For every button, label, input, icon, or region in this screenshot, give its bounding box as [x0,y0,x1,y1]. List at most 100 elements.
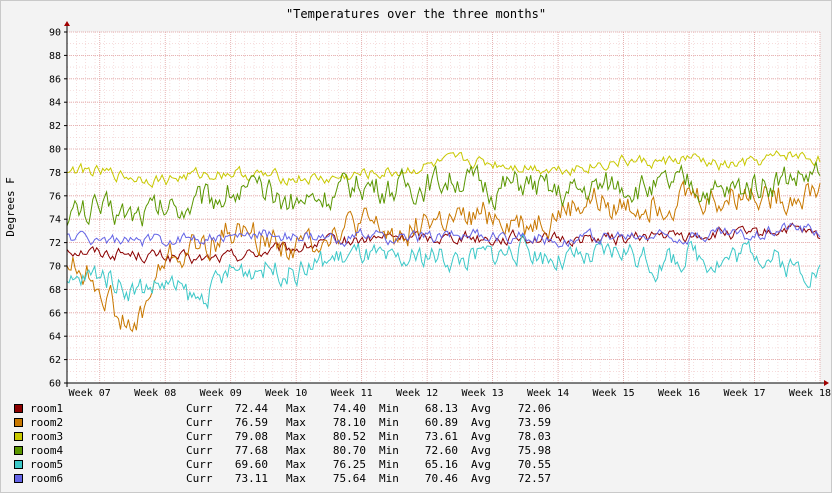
legend-min-value: 60.89 [424,416,458,429]
legend-avg-value: 72.06 [517,402,551,415]
legend-series-name: room2 [30,416,64,429]
legend-min-label: Min [379,444,399,457]
y-tick-label: 62 [49,355,61,366]
legend-avg-label: Avg [471,402,491,415]
y-tick-label: 68 [49,285,61,296]
legend: room1 Curr 72.44 Max 74.40 Min 68.13 Avg 72.06 ro… [14,402,634,486]
legend-swatch [14,404,23,413]
legend-curr-value: 72.44 [234,402,268,415]
legend-min-label: Min [379,472,399,485]
series-line-room2 [66,179,821,333]
legend-max-value: 78.10 [332,416,366,429]
legend-max-label: Max [286,430,306,443]
y-tick-label: 64 [49,332,61,343]
legend-curr-label: Curr [186,430,213,443]
legend-row-room1: room1 Curr 72.44 Max 74.40 Min 68.13 Avg 72.06 [14,402,634,416]
legend-curr-value: 77.68 [234,444,268,457]
y-tick-label: 72 [49,238,61,249]
x-tick-label: Week 11 [331,388,373,399]
legend-series-name: room4 [30,444,64,457]
y-axis-arrow [64,21,70,26]
x-tick-label: Week 08 [134,388,176,399]
y-tick-label: 84 [49,98,61,109]
legend-avg-value: 70.55 [517,458,551,471]
y-tick-label: 74 [49,215,61,226]
y-tick-label: 70 [49,262,61,273]
axes: 60 62 64 66 68 70 72 74 76 78 80 82 84 86 88 90 Week 07 W… [49,21,831,399]
y-tick-label: 76 [49,191,61,202]
y-tick-label: 80 [49,145,61,156]
y-tick-label: 60 [49,379,61,390]
legend-avg-value: 72.57 [517,472,551,485]
y-tick-label: 78 [49,168,61,179]
series-layer [66,150,821,333]
legend-min-value: 70.46 [424,472,458,485]
legend-curr-value: 79.08 [234,430,268,443]
y-axis-label: Degrees F [4,177,17,237]
temperature-chart: 60 62 64 66 68 70 72 74 76 78 80 82 84 86 88 90 Week 07 W… [4,7,831,399]
grid [66,31,821,384]
x-tick-label: Week 18 [789,388,831,399]
legend-series-name: room6 [30,472,64,485]
y-tick-label: 86 [49,74,61,85]
legend-swatch [14,460,23,469]
legend-max-label: Max [286,402,306,415]
legend-row-room2: room2 Curr 76.59 Max 78.10 Min 60.89 Avg 73.59 [14,416,634,430]
legend-swatch [14,432,23,441]
legend-series-name: room3 [30,430,64,443]
x-tick-label: Week 10 [265,388,307,399]
x-tick-label: Week 14 [527,388,569,399]
legend-avg-label: Avg [471,444,491,457]
legend-curr-label: Curr [186,458,213,471]
legend-curr-value: 73.11 [234,472,268,485]
legend-avg-label: Avg [471,430,491,443]
legend-row-room4: room4 Curr 77.68 Max 80.70 Min 72.60 Avg 75.98 [14,444,634,458]
x-tick-label: Week 12 [396,388,438,399]
legend-max-label: Max [286,444,306,457]
legend-avg-value: 73.59 [517,416,551,429]
legend-swatch [14,446,23,455]
legend-curr-label: Curr [186,402,213,415]
y-tick-label: 90 [49,28,61,39]
x-tick-label: Week 13 [462,388,504,399]
legend-series-name: room5 [30,458,64,471]
x-axis-arrow [824,380,829,386]
series-line-room5 [66,232,821,310]
x-tick-label: Week 16 [658,388,700,399]
x-tick-label: Week 09 [200,388,242,399]
series-line-room4 [66,161,821,227]
legend-max-label: Max [286,458,306,471]
legend-max-value: 80.70 [332,444,366,457]
legend-max-value: 75.64 [332,472,366,485]
legend-row-room5: room5 Curr 69.60 Max 76.25 Min 65.16 Avg 70.55 [14,458,634,472]
legend-series-name: room1 [30,402,64,415]
legend-avg-label: Avg [471,458,491,471]
x-tick-label: Week 17 [723,388,765,399]
legend-max-label: Max [286,472,306,485]
legend-min-label: Min [379,416,399,429]
chart-title: "Temperatures over the three months" [286,7,546,21]
y-tick-label: 82 [49,121,61,132]
series-line-room6 [66,222,821,248]
legend-min-label: Min [379,402,399,415]
y-tick-label: 88 [49,51,61,62]
legend-row-room6: room6 Curr 73.11 Max 75.64 Min 70.46 Avg 72.57 [14,472,634,486]
y-tick-label: 66 [49,308,61,319]
legend-max-value: 76.25 [332,458,366,471]
plot-area [67,32,820,383]
legend-min-value: 72.60 [424,444,458,457]
legend-swatch [14,418,23,427]
legend-row-room3: room3 Curr 79.08 Max 80.52 Min 73.61 Avg 78.03 [14,430,634,444]
legend-max-label: Max [286,416,306,429]
legend-avg-value: 78.03 [517,430,551,443]
legend-curr-label: Curr [186,444,213,457]
legend-avg-label: Avg [471,472,491,485]
legend-avg-value: 75.98 [517,444,551,457]
legend-min-label: Min [379,458,399,471]
legend-min-label: Min [379,430,399,443]
legend-curr-value: 76.59 [234,416,268,429]
legend-min-value: 68.13 [424,402,458,415]
legend-min-value: 73.61 [424,430,458,443]
legend-max-value: 80.52 [332,430,366,443]
legend-avg-label: Avg [471,416,491,429]
